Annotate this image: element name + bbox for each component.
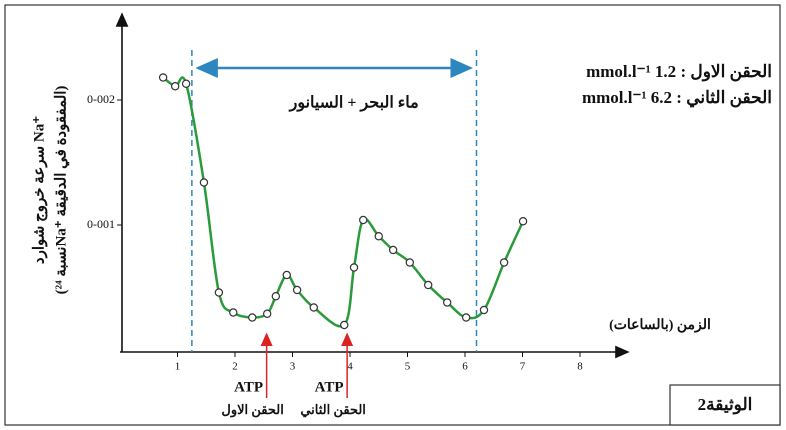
data-point [158, 73, 168, 82]
x-tick-label: 3 [290, 361, 296, 373]
data-point [349, 263, 359, 272]
data-point [229, 308, 238, 317]
y-tick-label: 0-002 [87, 92, 115, 106]
x-label: الزمن (بالساعات) [609, 318, 711, 333]
annotation: ATP [234, 379, 263, 395]
annotation-sub: الحقن الاول [221, 402, 283, 418]
data-point [374, 232, 383, 241]
data-point [340, 320, 349, 330]
x-tick-label: 7 [520, 361, 526, 373]
annotation-sub: الحقن الثاني [300, 402, 366, 418]
data-point [248, 313, 257, 322]
doc-box [669, 384, 781, 426]
x-tick-label: 8 [577, 361, 583, 373]
data-point [282, 270, 291, 280]
y-label: (نسبة ²⁴Na⁺ المفقودة في الدقيقة) [53, 86, 70, 295]
range-label: ماء البحر + السيانور [289, 95, 419, 113]
data-point [263, 309, 272, 318]
data-point [271, 292, 281, 301]
legend-line: الحقن الاول : mmol.l⁻¹ 1.2 [586, 62, 772, 81]
y-label: سرعة خروج شوارد Na⁺ [31, 116, 47, 264]
data-point [181, 79, 191, 88]
data-point [388, 245, 398, 255]
data-point [199, 178, 209, 187]
data-point [214, 288, 224, 297]
x-tick-label: 5 [405, 361, 411, 373]
x-tick-label: 6 [462, 361, 468, 373]
annotation: ATP [315, 379, 344, 395]
legend-line: الحقن الثاني : mmol.l⁻¹ 6.2 [581, 88, 772, 107]
data-point [309, 303, 318, 312]
data-point [461, 313, 471, 322]
y-tick-label: 0-001 [87, 217, 115, 231]
data-point [479, 305, 489, 315]
data-point [442, 298, 452, 307]
x-tick-label: 4 [347, 361, 353, 373]
data-point [292, 285, 302, 295]
data-point [359, 215, 368, 225]
x-tick-label: 1 [175, 361, 181, 373]
data-point [424, 280, 433, 290]
x-tick-label: 2 [232, 361, 238, 373]
data-point [518, 217, 528, 226]
frame [4, 4, 781, 426]
data-point [170, 82, 180, 91]
data-point [405, 258, 414, 267]
data-point [499, 258, 509, 267]
doc-label: الوثيقة2 [698, 395, 753, 415]
